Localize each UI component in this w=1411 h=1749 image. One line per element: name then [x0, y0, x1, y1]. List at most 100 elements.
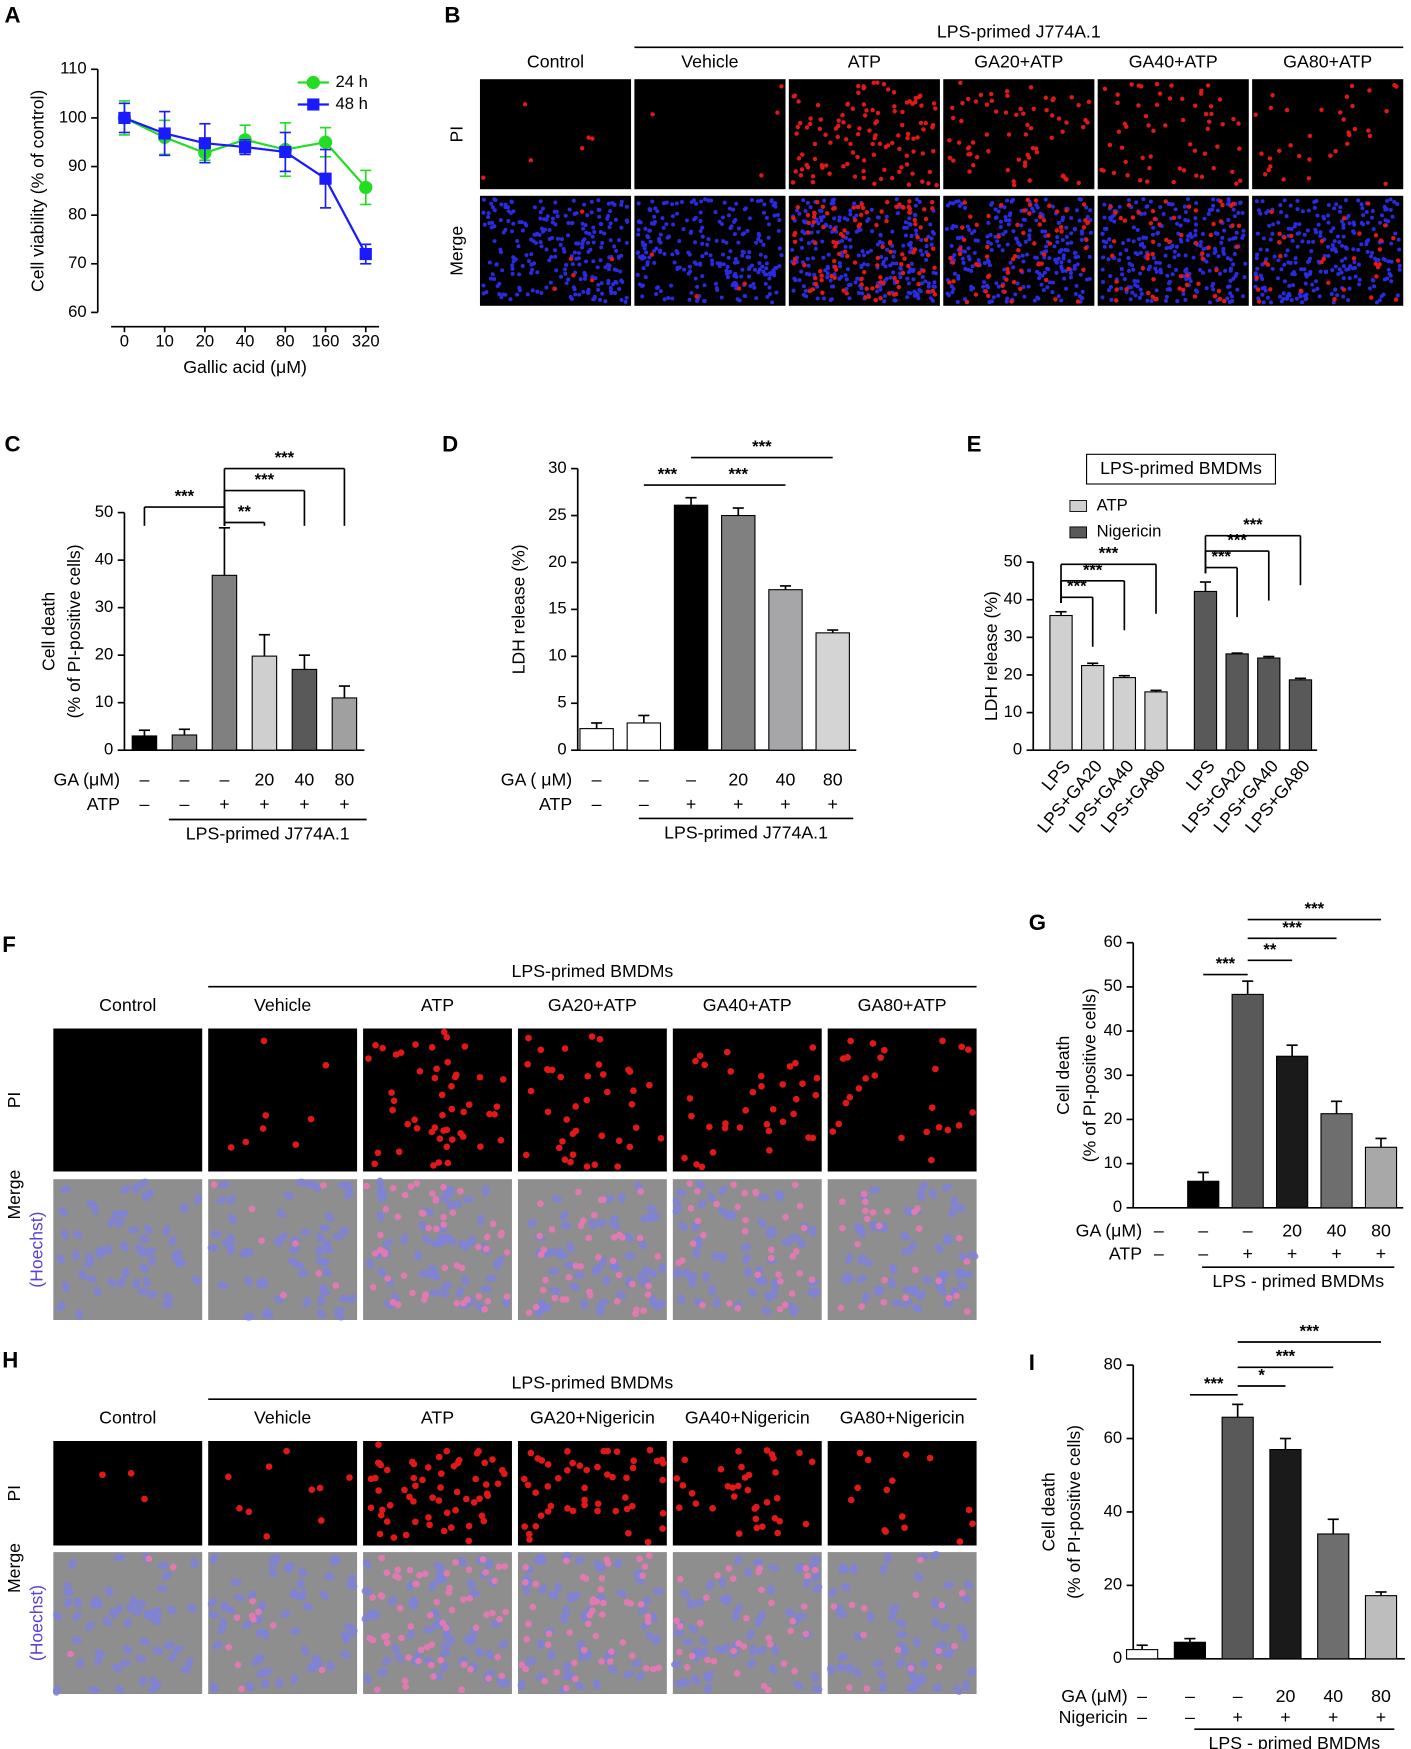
nucleus [722, 200, 727, 205]
pi-cell-merge [1366, 201, 1371, 206]
pi-cell-merge [460, 1596, 467, 1603]
nucleus [1282, 279, 1287, 284]
pi-cell [846, 124, 852, 129]
y-axis-label: Cell death [1053, 1036, 1073, 1115]
nucleus [1331, 226, 1336, 231]
y-tick-label: 0 [557, 740, 566, 759]
pi-cell-merge [409, 1289, 416, 1297]
pi-cell-merge [1019, 268, 1024, 273]
bar [251, 655, 278, 751]
pi-cell [527, 1087, 535, 1095]
nucleus [816, 229, 821, 234]
nucleus [559, 274, 564, 279]
pi-cell-merge [448, 1606, 456, 1614]
nucleus [667, 234, 672, 239]
pi-cell [603, 1088, 611, 1096]
pi-cell-merge [880, 244, 885, 250]
nucleus [821, 214, 826, 219]
column-label: ATP [421, 995, 454, 1015]
bar [815, 632, 850, 751]
cell [329, 1555, 341, 1563]
nucleus [482, 222, 487, 227]
nucleus [1300, 300, 1305, 305]
nucleus [721, 252, 726, 257]
pi-cell-merge [238, 1685, 245, 1693]
pi-cell-merge [1268, 287, 1273, 292]
y-tick-label: 110 [60, 59, 87, 78]
nucleus [687, 297, 692, 302]
pi-cell-merge [1015, 222, 1020, 228]
nucleus [869, 207, 874, 212]
pi-cell [1125, 173, 1130, 178]
nucleus [1128, 285, 1133, 290]
cell [849, 1563, 858, 1575]
pi-cell [1154, 81, 1160, 87]
pi-cell-merge [713, 1200, 720, 1208]
pi-cell [1205, 126, 1211, 131]
cell [363, 1673, 372, 1685]
nucleus [751, 281, 756, 286]
nucleus [1315, 286, 1320, 291]
nucleus [1025, 252, 1030, 257]
pi-cell-merge [636, 1234, 644, 1242]
nucleus [662, 297, 667, 302]
nucleus [506, 209, 511, 214]
nucleus [501, 230, 506, 235]
nucleus [1106, 288, 1111, 293]
marker [118, 111, 131, 124]
nucleus [1075, 262, 1080, 267]
bar [211, 574, 238, 751]
nucleus [616, 255, 621, 260]
pi-cell-merge [1179, 232, 1184, 238]
nucleus [801, 198, 806, 203]
pi-cell-merge [863, 295, 868, 300]
cell [289, 1627, 301, 1635]
nucleus [1396, 237, 1401, 242]
cell [391, 1643, 400, 1655]
nucleus [989, 202, 994, 207]
cell [85, 1252, 95, 1263]
pi-cell [855, 154, 860, 160]
row-value: + [686, 794, 696, 814]
pi-cell [815, 102, 821, 108]
nucleus [1164, 294, 1169, 299]
cell [811, 1288, 821, 1299]
pi-cell-merge [394, 1213, 402, 1221]
pi-cell-merge [838, 1198, 846, 1205]
pi-cell-merge [645, 1552, 653, 1560]
pi-cell [1023, 132, 1029, 137]
pi-cell [901, 1524, 908, 1531]
x-tick-label: 80 [276, 332, 295, 351]
pi-cell-merge [466, 1595, 474, 1602]
pi-cell [911, 149, 916, 154]
cell [422, 1234, 432, 1245]
nucleus [1225, 202, 1230, 207]
pi-cell-merge [866, 294, 872, 299]
legend-label: ATP [1097, 495, 1128, 514]
row-value: + [1376, 1244, 1386, 1264]
cell [344, 1181, 353, 1193]
cell [560, 1221, 572, 1230]
pi-cell [379, 1506, 386, 1514]
pi-cell [795, 124, 801, 130]
nucleus [561, 246, 566, 251]
row-value: + [299, 794, 309, 814]
cell [652, 1587, 664, 1595]
cell [499, 1679, 511, 1688]
nucleus [619, 202, 624, 207]
significance-label: *** [1216, 954, 1236, 973]
pi-cell [928, 1104, 936, 1111]
pi-cell-merge [598, 1658, 605, 1665]
pi-cell-merge [1011, 279, 1017, 285]
nucleus [1302, 267, 1307, 272]
nucleus [756, 199, 761, 204]
nucleus [532, 205, 537, 210]
nucleus [1370, 208, 1375, 213]
pi-cell [410, 1474, 418, 1482]
nucleus [858, 227, 863, 232]
nucleus [1138, 271, 1143, 276]
pi-cell-merge [673, 1617, 680, 1625]
pi-cell [742, 1107, 749, 1114]
pi-cell [1115, 100, 1120, 106]
cell [856, 1274, 867, 1283]
